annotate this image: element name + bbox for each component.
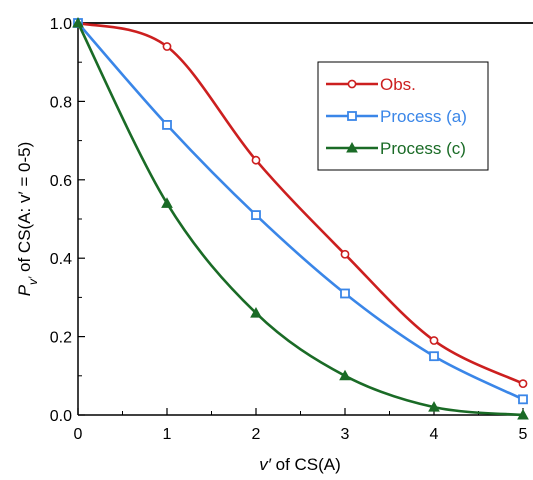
data-point [518, 379, 528, 389]
legend-item: Process (c) [326, 139, 466, 158]
data-point [428, 401, 440, 412]
x-axis-label: v′ of CS(A) [259, 455, 341, 474]
data-point [429, 351, 439, 362]
x-tick-label: 4 [430, 426, 439, 443]
legend-label: Process (a) [380, 107, 467, 126]
data-point [251, 155, 261, 165]
x-tick-label: 2 [252, 426, 261, 443]
data-point [250, 307, 262, 318]
y-tick-label: 0.0 [50, 408, 72, 425]
y-axis-label: Pv′ of CS(A: v′ = 0-5) [15, 142, 40, 297]
ticks: 0 1 2 3 4 5 0.0 0.2 0.4 0.6 0.8 1.0 [50, 16, 528, 443]
legend-item: Process (a) [326, 107, 467, 126]
x-tick-label: 1 [163, 426, 172, 443]
data-point [340, 288, 350, 299]
series-3 [72, 16, 529, 420]
axis-labels: v′ of CS(A) Pv′ of CS(A: v′ = 0-5) [15, 142, 341, 474]
data-point [72, 16, 84, 28]
x-tick-label: 5 [519, 426, 528, 443]
y-tick-label: 0.2 [50, 330, 72, 347]
data-point [339, 369, 351, 381]
legend-label: Process (c) [380, 139, 466, 158]
legend: Obs. Process (a) Process (c) [317, 61, 489, 171]
legend-label: Obs. [380, 75, 416, 94]
data-point [340, 249, 350, 259]
data-point [518, 394, 528, 405]
y-tick-label: 0.4 [50, 251, 72, 268]
data-point [517, 408, 529, 420]
legend-marker [346, 141, 358, 153]
y-tick-label: 1.0 [50, 16, 72, 33]
series-layer [72, 16, 529, 420]
y-tick-label: 0.8 [50, 94, 72, 111]
data-point [162, 120, 172, 130]
legend-item: Obs. [326, 75, 416, 94]
data-point [429, 336, 439, 345]
data-point [161, 197, 173, 208]
x-tick-label: 3 [341, 426, 350, 443]
data-point [251, 210, 261, 220]
legend-marker [347, 111, 357, 121]
legend-marker [347, 79, 357, 89]
x-tick-label: 0 [74, 426, 83, 443]
y-tick-label: 0.6 [50, 173, 72, 190]
data-point [162, 42, 172, 51]
